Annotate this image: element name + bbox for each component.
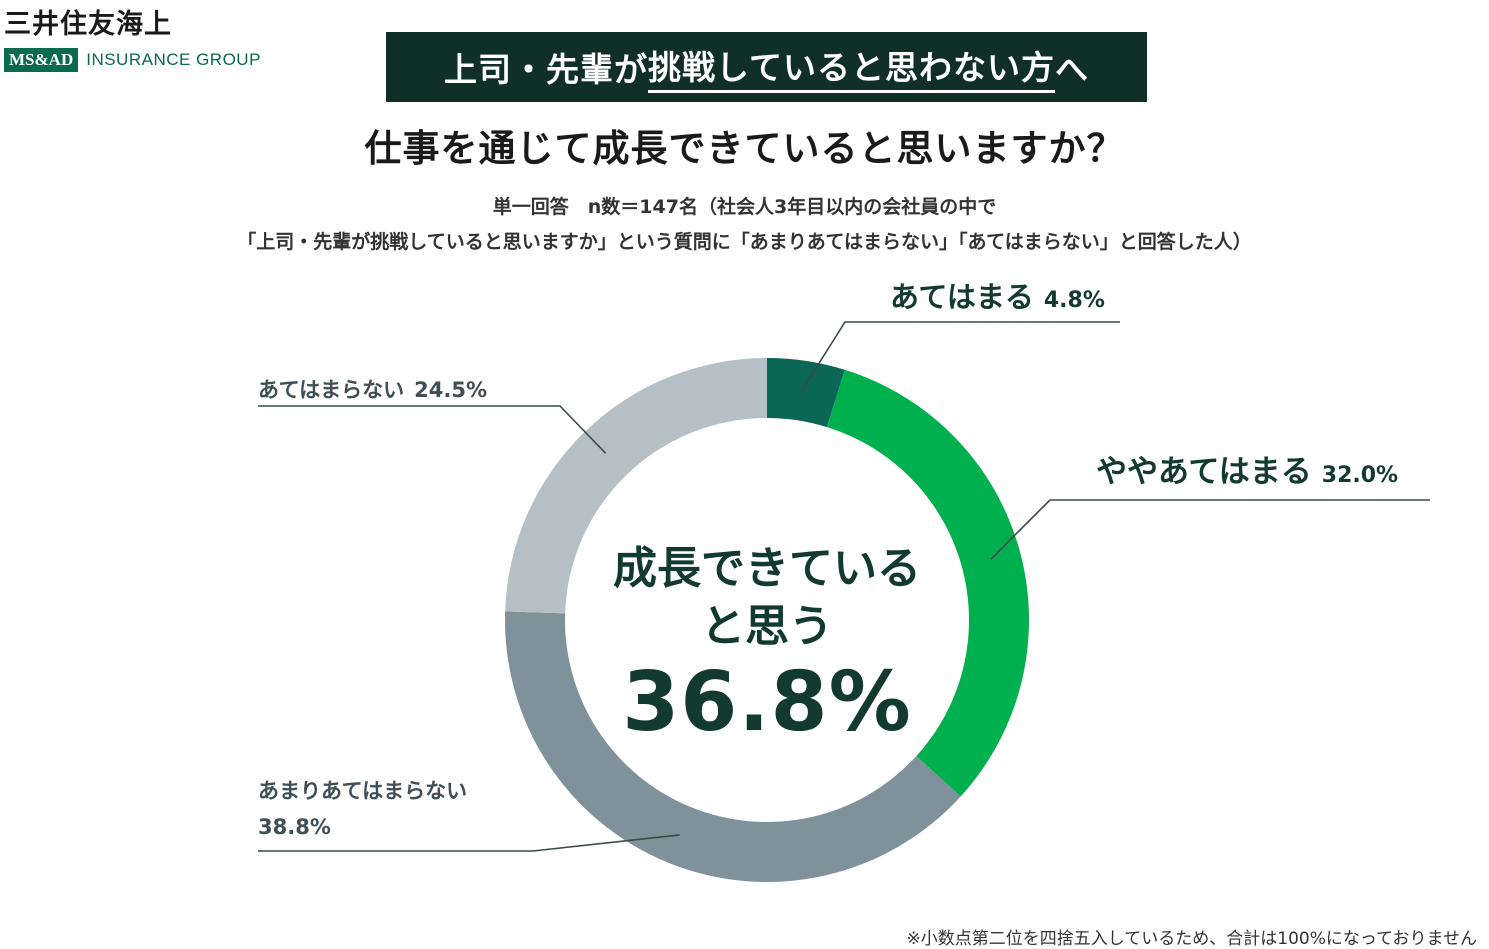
slice-value-1: 4.8% [1044, 288, 1105, 313]
slice-category-1: あてはまる [890, 280, 1034, 314]
sample-note: 単一回答 n数＝147名（社会人3年目以内の会社員の中で [492, 196, 997, 218]
slice-category-4: あてはまらない [258, 378, 404, 402]
target-banner: 上司・先輩が 挑戦していると思わない方へ [386, 32, 1147, 102]
slice-value-2: 32.0% [1322, 463, 1398, 488]
slice-label-4: あてはまらない 24.5% [258, 378, 487, 402]
slice-value-4: 24.5% [414, 378, 487, 402]
donut-slice-1 [767, 358, 845, 428]
donut-slice-4 [505, 358, 767, 614]
chart-title: 仕事を通じて成長できていると思いますか？ [364, 127, 1125, 170]
group-mark: MS&AD [4, 48, 79, 72]
center-label-line2: と思う [701, 601, 833, 652]
company-logo: 三井住友海上 [4, 9, 172, 40]
donut-slice-2 [826, 369, 1029, 797]
donut-slice-3 [505, 611, 961, 882]
leader-line-2 [990, 499, 1430, 560]
sample-note-2: 「上司・先輩が挑戦していると思いますか」という質問に「あまりあてはまらない」「あ… [237, 231, 1252, 253]
slice-category-2: ややあてはまる [1096, 454, 1312, 490]
banner-post: へ [1055, 50, 1089, 89]
slice-label-1: あてはまる 4.8% [890, 280, 1105, 314]
leader-line-1 [801, 321, 1120, 392]
group-text: INSURANCE GROUP [86, 50, 261, 69]
group-logo: MS&AD INSURANCE GROUP [4, 48, 261, 72]
banner-pre: 上司・先輩が [443, 50, 648, 89]
slice-category-3: あまりあてはまらない [258, 779, 467, 803]
slice-label-2: ややあてはまる 32.0% [1096, 454, 1398, 490]
center-value: 36.8% [622, 655, 912, 750]
leader-line-4 [258, 405, 607, 454]
footnote: ※小数点第二位を四捨五入しているため、合計は100%になっておりません [906, 929, 1477, 949]
leader-line-3 [258, 834, 680, 852]
slice-label-3: あまりあてはまらない [258, 779, 467, 803]
slice-value-3: 38.8% [258, 815, 331, 839]
center-label-line1: 成長できている [613, 543, 921, 594]
banner-underlined: 挑戦していると思わない方 [647, 41, 1055, 93]
